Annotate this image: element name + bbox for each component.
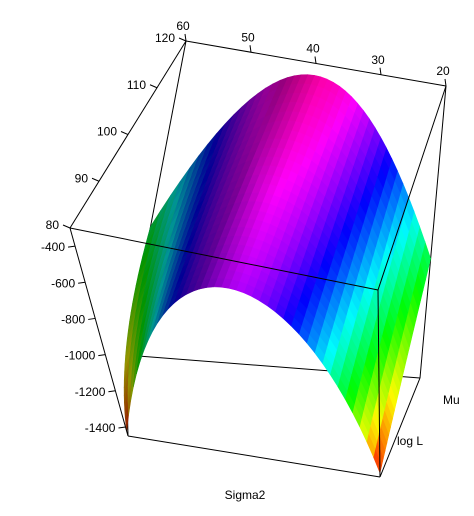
z-tick-label: -600: [51, 276, 75, 290]
x-tick-mark: [62, 224, 71, 229]
z-tick-label: -1200: [75, 385, 106, 399]
x-tick-label: 120: [155, 31, 175, 45]
z-tick-label: -1400: [85, 421, 116, 435]
x-tick-label: 110: [127, 78, 146, 92]
x-tick-mark: [149, 84, 158, 89]
box-edge: [69, 227, 379, 291]
z-axis-label: log L: [397, 434, 423, 448]
y-tick-label: 20: [436, 64, 450, 78]
surface-facet: [185, 282, 197, 295]
y-tick-label: 50: [241, 30, 255, 44]
y-tick-label: 60: [176, 19, 190, 33]
box-edge: [377, 289, 381, 478]
z-tick-mark: [88, 317, 96, 320]
sigma2-axis-ticks: 80 90 100 110 120: [46, 31, 187, 232]
z-tick-label: -1000: [65, 349, 96, 363]
z-tick-mark: [118, 426, 126, 429]
z-tick-mark: [108, 390, 116, 393]
y-tick-label: 30: [371, 53, 385, 67]
y-tick-mark: [379, 67, 382, 75]
x-tick-label: 90: [75, 171, 89, 185]
box-edge: [127, 435, 381, 478]
box-edge: [419, 85, 447, 379]
x-axis-label: Sigma2: [225, 488, 266, 502]
x-tick-label: 80: [46, 218, 60, 232]
y-axis-label: Mu: [443, 393, 460, 407]
y-tick-mark: [249, 45, 252, 53]
x-tick-mark: [178, 37, 187, 42]
z-tick-mark: [67, 245, 76, 248]
y-tick-mark: [444, 78, 447, 87]
box-edge: [377, 85, 447, 291]
box-edge: [379, 377, 421, 478]
y-tick-label: 40: [306, 42, 320, 56]
x-tick-mark: [120, 131, 129, 135]
x-tick-mark: [91, 177, 100, 182]
z-tick-label: -800: [61, 312, 85, 326]
z-tick-mark: [98, 354, 106, 357]
y-tick-mark: [184, 33, 187, 42]
z-tick-mark: [78, 281, 86, 284]
likelihood-surface: [123, 74, 431, 474]
z-tick-label: -400: [41, 240, 65, 254]
y-tick-mark: [314, 56, 317, 64]
x-tick-label: 100: [97, 125, 117, 139]
mu-axis-ticks: 20 30 40 50 60: [176, 19, 450, 87]
logl-axis-ticks: -1400 -1200 -1000 -800 -600 -400: [41, 240, 126, 435]
box-edge: [69, 227, 129, 437]
